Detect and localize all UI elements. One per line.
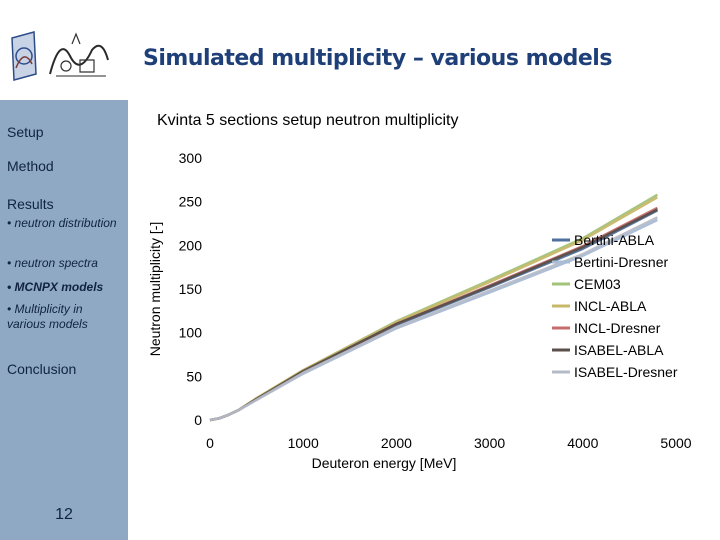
series-line-isabel-dresner bbox=[209, 216, 658, 422]
legend-label: Bertini-ABLA bbox=[574, 232, 655, 248]
chart-title: Kvinta 5 sections setup neutron multipli… bbox=[157, 112, 459, 129]
y-tick-label: 250 bbox=[179, 194, 203, 210]
nav-mcnpx-models[interactable]: • MCNPX models bbox=[7, 280, 104, 294]
y-tick-label: 200 bbox=[179, 237, 203, 253]
legend-label: ISABEL-ABLA bbox=[574, 342, 664, 358]
x-tick-label: 4000 bbox=[567, 435, 598, 451]
nav-results[interactable]: Results bbox=[7, 196, 54, 212]
y-axis-label: Neutron multiplicity [-] bbox=[147, 222, 163, 357]
y-tick-label: 50 bbox=[186, 368, 202, 384]
page-number: 12 bbox=[55, 506, 73, 523]
x-axis-label: Deuteron energy [MeV] bbox=[312, 455, 457, 471]
y-tick-label: 100 bbox=[179, 325, 203, 341]
nav-conclusion[interactable]: Conclusion bbox=[7, 361, 77, 377]
legend-label: CEM03 bbox=[574, 276, 621, 292]
nav-neutron-distribution[interactable]: • neutron distribution bbox=[7, 216, 117, 230]
x-tick-label: 5000 bbox=[660, 435, 691, 451]
y-tick-label: 300 bbox=[179, 150, 203, 166]
x-tick-label: 2000 bbox=[381, 435, 412, 451]
legend-label: INCL-Dresner bbox=[574, 320, 661, 336]
legend-label: INCL-ABLA bbox=[574, 298, 647, 314]
nav-multiplicity[interactable]: • Multiplicity in various models bbox=[7, 302, 88, 331]
x-tick-label: 3000 bbox=[474, 435, 505, 451]
nav-method[interactable]: Method bbox=[7, 158, 54, 174]
jinr-logo bbox=[49, 32, 109, 77]
nav-neutron-spectra[interactable]: • neutron spectra bbox=[7, 256, 98, 270]
legend-label: ISABEL-Dresner bbox=[574, 364, 678, 380]
y-tick-label: 150 bbox=[179, 281, 203, 297]
logo-area bbox=[0, 0, 128, 100]
institute-logo bbox=[11, 31, 37, 81]
legend-label: Bertini-Dresner bbox=[574, 254, 668, 270]
y-tick-label: 0 bbox=[194, 412, 202, 428]
x-tick-label: 0 bbox=[206, 435, 214, 451]
x-tick-label: 1000 bbox=[288, 435, 319, 451]
nav-setup[interactable]: Setup bbox=[7, 124, 44, 140]
slide-title: Simulated multiplicity – various models bbox=[143, 46, 612, 71]
